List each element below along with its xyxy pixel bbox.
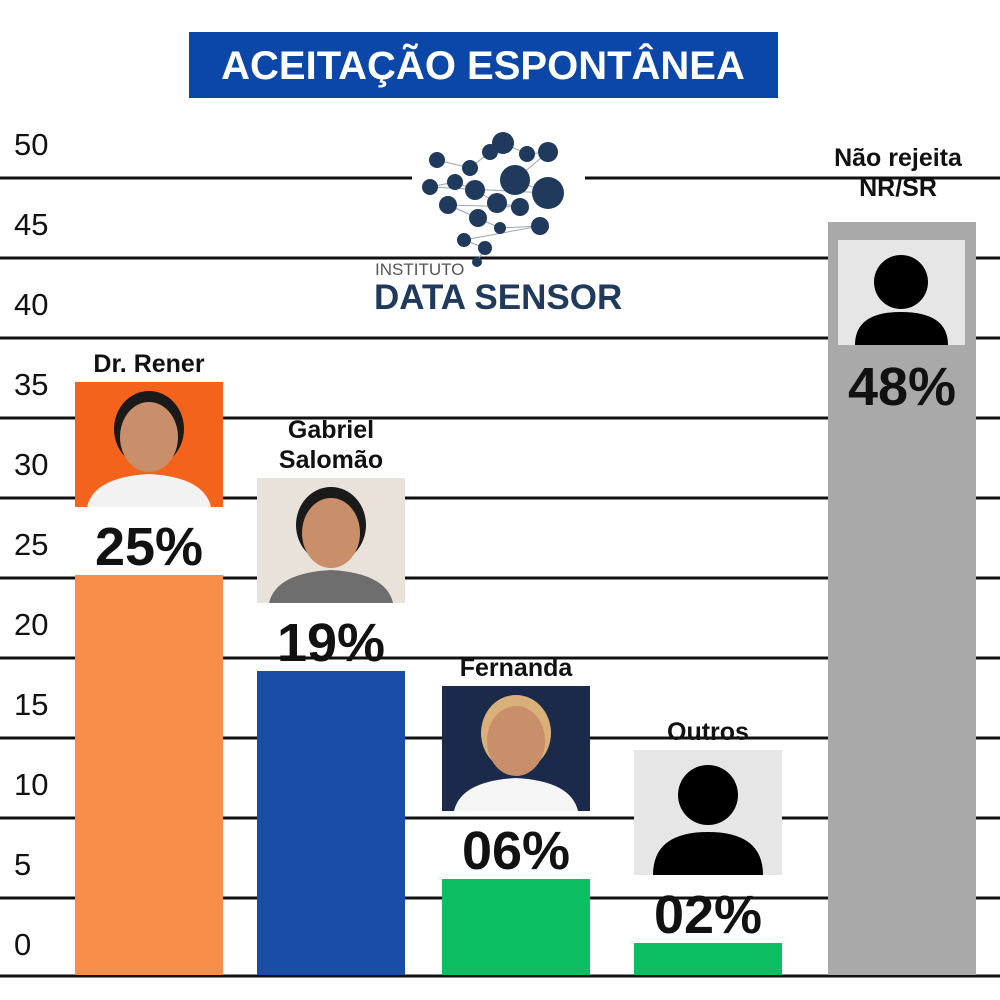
y-tick-label: 10 xyxy=(14,767,48,802)
category-label: Gabriel xyxy=(288,416,374,444)
y-tick-label: 45 xyxy=(14,207,48,242)
category-label: Outros xyxy=(667,718,749,746)
bar xyxy=(442,879,590,975)
logo-node xyxy=(457,233,471,247)
y-tick-label: 30 xyxy=(14,447,48,482)
logo-node xyxy=(478,241,492,255)
bar-group: 06% Fernanda xyxy=(442,654,590,975)
logo-text-instituto: INSTITUTO xyxy=(375,260,464,279)
y-tick-label: 20 xyxy=(14,607,48,642)
logo-node xyxy=(462,160,478,176)
value-label: 19% xyxy=(277,613,385,673)
value-label: 25% xyxy=(95,517,203,577)
category-label: Fernanda xyxy=(460,654,574,682)
logo-node xyxy=(531,217,549,235)
y-tick-label: 5 xyxy=(14,847,31,882)
category-label: NR/SR xyxy=(859,174,937,202)
logo-node xyxy=(494,222,506,234)
chart-title: ACEITAÇÃO ESPONTÂNEA xyxy=(221,42,745,88)
category-label: Dr. Rener xyxy=(93,350,204,378)
value-label: 06% xyxy=(462,821,570,881)
y-tick-label: 0 xyxy=(14,927,31,962)
person-placeholder-icon xyxy=(874,255,928,309)
logo-node xyxy=(465,180,485,200)
category-label: Salomão xyxy=(279,446,383,474)
logo-node xyxy=(439,196,457,214)
y-tick-label: 40 xyxy=(14,287,48,322)
value-label: 02% xyxy=(654,885,762,945)
bar-group: 25% Dr. Rener xyxy=(75,350,223,975)
y-tick-label: 15 xyxy=(14,687,48,722)
bar xyxy=(257,671,405,975)
bar xyxy=(634,943,782,975)
logo-text-data-sensor: DATA SENSOR xyxy=(374,278,622,317)
value-label: 48% xyxy=(848,357,956,417)
logo-node xyxy=(511,198,529,216)
logo-node xyxy=(532,177,564,209)
person-placeholder-icon xyxy=(678,765,738,825)
logo-node xyxy=(447,174,463,190)
logo-node xyxy=(469,209,487,227)
title-box xyxy=(189,32,778,98)
category-label: Não rejeita xyxy=(834,144,963,172)
bar xyxy=(828,222,976,975)
candidate-face xyxy=(487,706,545,776)
y-tick-label: 35 xyxy=(14,367,48,402)
y-tick-label: 25 xyxy=(14,527,48,562)
bar-group: 02% Outros xyxy=(634,718,782,975)
logo-node xyxy=(472,257,482,267)
candidate-face xyxy=(302,498,360,568)
logo-node xyxy=(487,193,507,213)
logo-node xyxy=(422,179,438,195)
logo-node xyxy=(538,142,558,162)
y-tick-label: 50 xyxy=(14,127,48,162)
bar xyxy=(75,575,223,975)
logo-node xyxy=(500,165,530,195)
logo-node xyxy=(492,132,514,154)
logo-node xyxy=(519,146,535,162)
candidate-face xyxy=(120,402,178,472)
logo-node xyxy=(429,152,445,168)
